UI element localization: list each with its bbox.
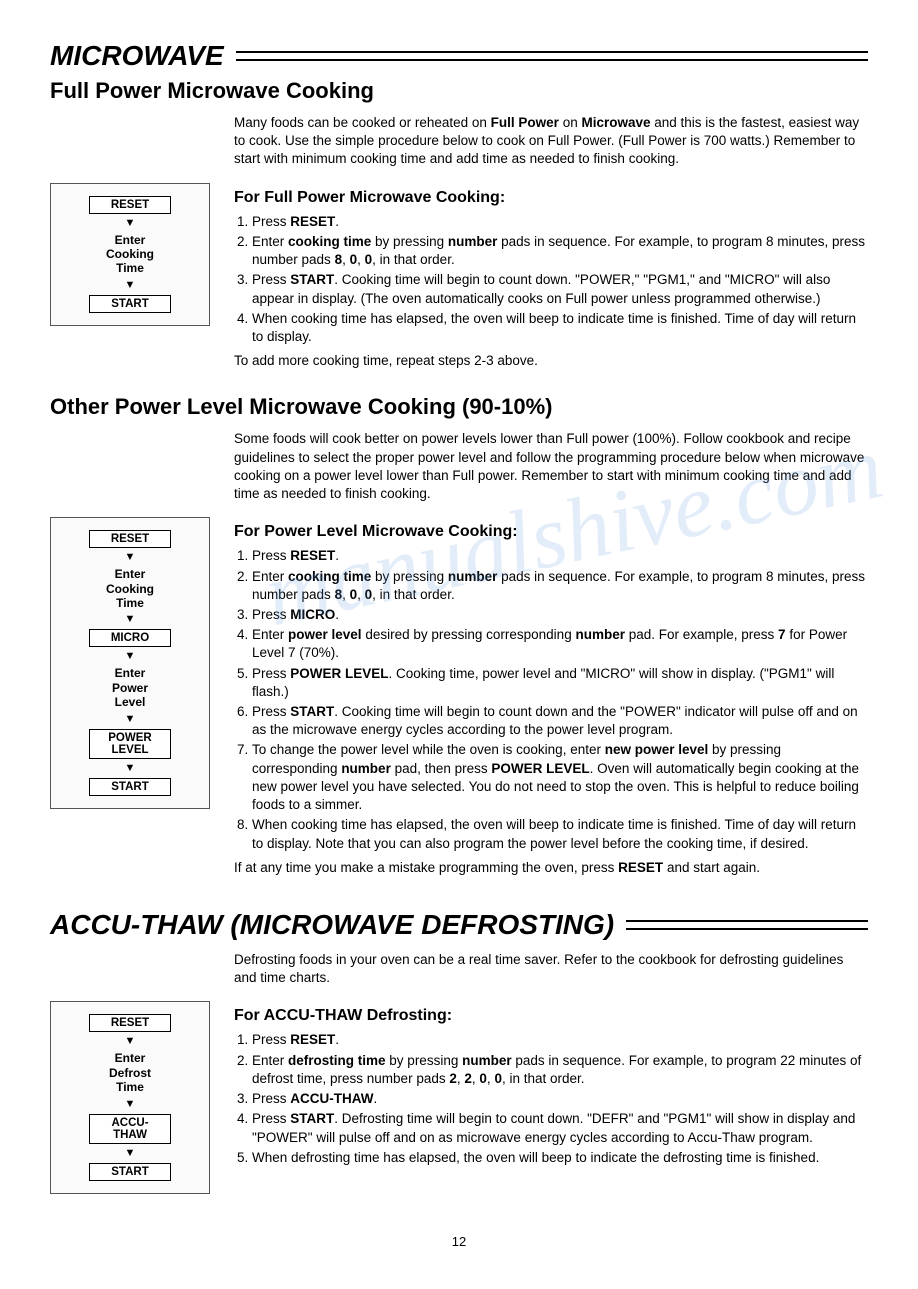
arrow-down-icon: ▼ [125,714,136,725]
arrow-down-icon: ▼ [125,280,136,291]
arrow-down-icon: ▼ [125,614,136,625]
flow-button: POWERLEVEL [89,729,171,759]
postnote-other-power: If at any time you make a mistake progra… [234,859,868,877]
title-text: MICROWAVE [50,40,224,72]
subtitle-full-power: Full Power Microwave Cooking [50,78,868,104]
flow-button: START [89,1163,171,1181]
steps-accuthaw: Press RESET. Enter defrosting time by pre… [234,1031,868,1167]
step-item: Press ACCU-THAW. [252,1090,868,1108]
step-item: When cooking time has elapsed, the oven … [252,816,868,852]
arrow-down-icon: ▼ [125,1148,136,1159]
flowchart-full-power: RESET ▼ EnterCookingTime ▼ START [50,183,210,326]
flow-button: RESET [89,530,171,548]
intro-other-power: Some foods will cook better on power lev… [234,430,868,503]
flow-text: EnterPowerLevel [112,666,148,709]
arrow-down-icon: ▼ [125,1036,136,1047]
flow-button: START [89,295,171,313]
title-rule [626,920,868,930]
subtitle-other-power: Other Power Level Microwave Cooking (90-… [50,394,868,420]
step-item: Press RESET. [252,213,868,231]
step-item: To change the power level while the oven… [252,741,868,814]
flowchart-accuthaw: RESET ▼ EnterDefrostTime ▼ ACCU-THAW ▼ START [50,1001,210,1193]
flow-text: EnterDefrostTime [109,1051,151,1094]
h3-accuthaw: For ACCU-THAW Defrosting: [234,1007,868,1025]
flow-text: EnterCookingTime [106,233,154,276]
step-item: Press START. Cooking time will begin to … [252,271,868,307]
arrow-down-icon: ▼ [125,1099,136,1110]
h3-full-power: For Full Power Microwave Cooking: [234,189,868,207]
flow-text: EnterCookingTime [106,567,154,610]
step-item: Enter power level desired by pressing co… [252,626,868,662]
title-rule [236,51,868,61]
steps-other-power: Press RESET. Enter cooking time by pressi… [234,547,868,853]
flow-button: ACCU-THAW [89,1114,171,1144]
postnote-full-power: To add more cooking time, repeat steps 2… [234,352,868,370]
arrow-down-icon: ▼ [125,763,136,774]
h3-other-power: For Power Level Microwave Cooking: [234,523,868,541]
section-title-microwave: MICROWAVE [50,40,868,72]
arrow-down-icon: ▼ [125,651,136,662]
step-item: When cooking time has elapsed, the oven … [252,310,868,346]
step-item: Press RESET. [252,547,868,565]
step-item: Press START. Defrosting time will begin … [252,1110,868,1146]
flow-button: START [89,778,171,796]
flow-button: RESET [89,196,171,214]
intro-accuthaw: Defrosting foods in your oven can be a r… [234,951,868,987]
intro-full-power: Many foods can be cooked or reheated on … [234,114,868,169]
step-item: Press POWER LEVEL. Cooking time, power l… [252,665,868,701]
title-text-accuthaw: ACCU-THAW (MICROWAVE DEFROSTING) [50,909,614,941]
section-title-accuthaw: ACCU-THAW (MICROWAVE DEFROSTING) [50,909,868,941]
step-item: Press MICRO. [252,606,868,624]
step-item: Press START. Cooking time will begin to … [252,703,868,739]
flow-button: RESET [89,1014,171,1032]
step-item: When defrosting time has elapsed, the ov… [252,1149,868,1167]
flowchart-other-power: RESET ▼ EnterCookingTime ▼ MICRO ▼ EnterPowerL… [50,517,210,808]
step-item: Enter defrosting time by pressing number… [252,1052,868,1088]
step-item: Press RESET. [252,1031,868,1049]
arrow-down-icon: ▼ [125,552,136,563]
steps-full-power: Press RESET. Enter cooking time by pressi… [234,213,868,347]
arrow-down-icon: ▼ [125,218,136,229]
step-item: Enter cooking time by pressing number pa… [252,233,868,269]
flow-button: MICRO [89,629,171,647]
page-number: 12 [50,1234,868,1249]
step-item: Enter cooking time by pressing number pa… [252,568,868,604]
